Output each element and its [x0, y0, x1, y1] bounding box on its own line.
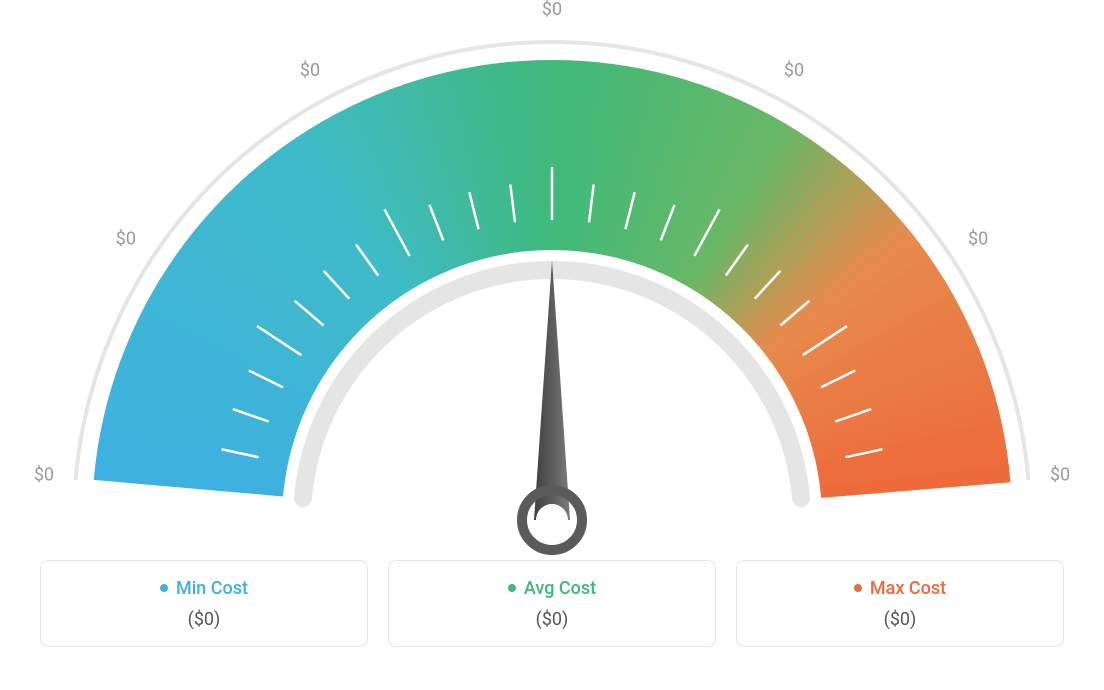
- svg-text:$0: $0: [300, 60, 320, 81]
- legend-label-avg: Avg Cost: [524, 578, 596, 599]
- legend-card-max: Max Cost ($0): [736, 560, 1064, 647]
- legend-value-max: ($0): [757, 609, 1043, 630]
- svg-text:$0: $0: [784, 60, 804, 81]
- svg-text:$0: $0: [116, 229, 136, 250]
- svg-text:$0: $0: [1050, 464, 1070, 485]
- legend-row: Min Cost ($0) Avg Cost ($0) Max Cost ($0…: [0, 560, 1104, 647]
- legend-title-avg: Avg Cost: [508, 578, 596, 599]
- legend-title-max: Max Cost: [854, 578, 946, 599]
- legend-label-min: Min Cost: [176, 578, 248, 599]
- legend-dot-avg: [508, 584, 516, 592]
- gauge-chart: $0 $0 $0 $0 $0 $0 $0: [0, 0, 1104, 560]
- svg-text:$0: $0: [968, 229, 988, 250]
- legend-title-min: Min Cost: [160, 578, 248, 599]
- legend-dot-min: [160, 584, 168, 592]
- legend-value-min: ($0): [61, 609, 347, 630]
- legend-dot-max: [854, 584, 862, 592]
- legend-label-max: Max Cost: [870, 578, 946, 599]
- gauge-svg: $0 $0 $0 $0 $0 $0 $0: [0, 0, 1104, 560]
- svg-text:$0: $0: [34, 464, 54, 485]
- legend-value-avg: ($0): [409, 609, 695, 630]
- svg-text:$0: $0: [542, 0, 562, 20]
- legend-card-avg: Avg Cost ($0): [388, 560, 716, 647]
- legend-card-min: Min Cost ($0): [40, 560, 368, 647]
